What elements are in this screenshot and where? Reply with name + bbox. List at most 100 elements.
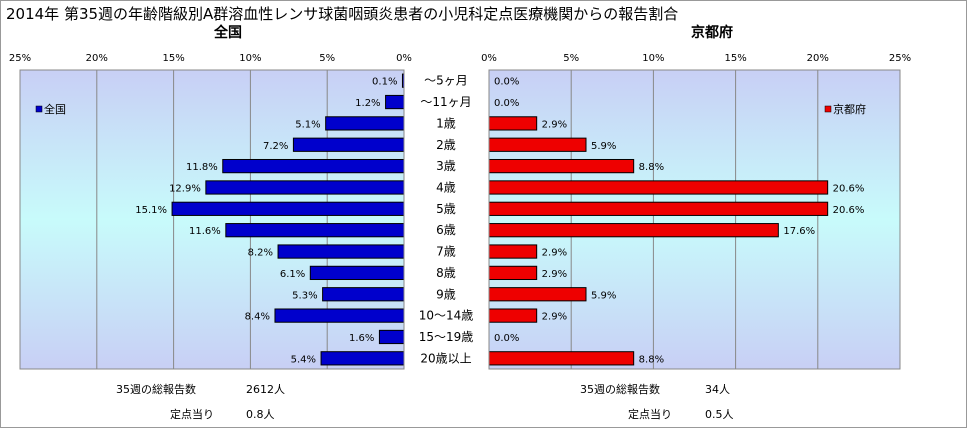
bar-kyoto <box>488 308 538 323</box>
tick-label-national: 0% <box>396 53 412 64</box>
bar-kyoto <box>488 137 587 152</box>
data-label-kyoto: 2.9% <box>542 312 567 323</box>
data-label-national: 15.1% <box>135 205 167 216</box>
category-label: 4歳 <box>436 180 456 194</box>
data-labels-national: 0.1% 1.2% 5.1% 7.2% 11.8% 12.9%15.1% 11.6% 8.2%… <box>135 77 397 366</box>
plot-border-national <box>19 69 405 370</box>
data-label-kyoto: 8.8% <box>639 354 664 365</box>
tick-label-national: 20% <box>86 53 108 64</box>
footer-national-total-label: 35週の総報告数 <box>116 382 196 396</box>
data-label-kyoto: 20.6% <box>833 205 865 216</box>
data-label-kyoto: 2.9% <box>542 269 567 280</box>
bar-kyoto <box>488 265 538 281</box>
data-label-national: 11.6% <box>189 226 221 237</box>
plot-area-kyoto <box>489 70 900 369</box>
category-label: 3歳 <box>436 159 456 173</box>
category-label: 6歳 <box>436 223 456 237</box>
category-label: 7歳 <box>436 245 456 259</box>
category-label: 2歳 <box>436 138 456 152</box>
data-label-national: 7.2% <box>263 141 288 152</box>
bar-kyoto <box>488 223 779 238</box>
chart-title: 2014年 第35週の年齢階級別A群溶血性レンサ球菌咽頭炎患者の小児科定点医療機… <box>6 5 678 23</box>
tick-label-kyoto: 5% <box>563 53 579 64</box>
data-label-kyoto: 8.8% <box>639 162 664 173</box>
bar-national <box>225 223 405 238</box>
data-label-kyoto: 2.9% <box>542 119 567 130</box>
panel-title-national: 全国 <box>213 24 242 41</box>
data-label-national: 12.9% <box>169 183 201 194</box>
bar-national <box>222 158 405 174</box>
bar-national <box>274 308 405 323</box>
legend-swatch-kyoto <box>824 105 832 113</box>
category-labels: ～5ヶ月 ～11ヶ月 1歳 2歳 3歳 4歳 5歳 6歳 7歳 8歳 9歳 10～14歳 15～19歳 2… <box>419 74 474 366</box>
tick-label-kyoto: 15% <box>724 53 746 64</box>
data-label-national: 0.1% <box>372 77 397 88</box>
bar-kyoto <box>488 351 635 366</box>
data-label-national: 1.2% <box>355 98 380 109</box>
data-label-kyoto: 5.9% <box>591 290 616 301</box>
panel-title-kyoto: 京都府 <box>691 24 733 41</box>
data-labels-kyoto: 0.0% 0.0% 2.9% 5.9% 8.8% 20.6% 20.6% 17.6% 2.9% 2… <box>494 77 864 366</box>
data-label-national: 5.4% <box>291 354 316 365</box>
bars-national <box>171 73 405 366</box>
footer-national-per-value: 0.8人 <box>246 408 275 421</box>
category-label: 20歳以上 <box>420 351 471 365</box>
bar-national <box>322 287 405 302</box>
bar-national <box>171 201 405 216</box>
footer-national-per-label: 定点当り <box>170 407 214 421</box>
data-label-kyoto: 17.6% <box>783 226 815 237</box>
plot-area-national <box>20 70 404 369</box>
bar-kyoto <box>488 287 587 302</box>
bar-kyoto <box>488 180 829 195</box>
category-label: ～11ヶ月 <box>420 95 471 109</box>
category-label: 15～19歳 <box>419 330 474 344</box>
bar-kyoto <box>488 244 538 259</box>
footer-kyoto-total-label: 35週の総報告数 <box>580 382 660 396</box>
footer-kyoto-per-label: 定点当り <box>628 407 672 421</box>
legend-label-kyoto: 京都府 <box>833 102 866 116</box>
bar-kyoto <box>488 158 635 174</box>
tick-label-national: 15% <box>162 53 184 64</box>
footer-kyoto-per-value: 0.5人 <box>705 408 734 421</box>
bar-national <box>378 329 405 345</box>
data-label-national: 5.1% <box>295 119 320 130</box>
data-label-national: 1.6% <box>349 333 374 344</box>
grid-kyoto <box>570 70 819 369</box>
bar-kyoto <box>488 116 538 131</box>
data-label-national: 11.8% <box>186 162 218 173</box>
tick-label-kyoto: 25% <box>889 53 911 64</box>
bar-national <box>277 244 405 259</box>
legend-national: 全国 <box>35 102 66 116</box>
legend-swatch-national <box>35 105 43 113</box>
legend-label-national: 全国 <box>44 102 66 116</box>
bar-national <box>292 137 405 152</box>
category-label: ～5ヶ月 <box>424 74 468 88</box>
tick-label-kyoto: 0% <box>481 53 497 64</box>
category-label: 5歳 <box>436 202 456 216</box>
bar-national <box>385 94 405 110</box>
tick-label-kyoto: 10% <box>642 53 664 64</box>
category-label: 1歳 <box>436 116 456 130</box>
data-label-kyoto: 5.9% <box>591 141 616 152</box>
data-label-kyoto: 0.0% <box>494 98 519 109</box>
category-label: 10～14歳 <box>419 309 474 323</box>
legend-kyoto: 京都府 <box>824 102 866 116</box>
data-label-national: 6.1% <box>280 269 305 280</box>
category-label: 8歳 <box>436 266 456 280</box>
data-label-national: 5.3% <box>292 290 317 301</box>
bar-national <box>320 351 405 366</box>
data-label-kyoto: 0.0% <box>494 77 519 88</box>
footer-kyoto-total-value: 34人 <box>705 383 730 396</box>
axis-ticks-national: 0% 5% 10% 15% 20% 25% <box>9 53 412 64</box>
bar-national <box>309 265 405 281</box>
bar-national <box>325 116 405 131</box>
data-label-national: 8.4% <box>245 312 270 323</box>
tick-label-national: 10% <box>239 53 261 64</box>
bars-kyoto <box>488 116 829 366</box>
data-label-kyoto: 2.9% <box>542 248 567 259</box>
axis-ticks-kyoto: 0% 5% 10% 15% 20% 25% <box>481 53 911 64</box>
tick-label-kyoto: 20% <box>807 53 829 64</box>
plot-border-kyoto <box>488 69 901 370</box>
data-label-national: 8.2% <box>248 248 273 259</box>
